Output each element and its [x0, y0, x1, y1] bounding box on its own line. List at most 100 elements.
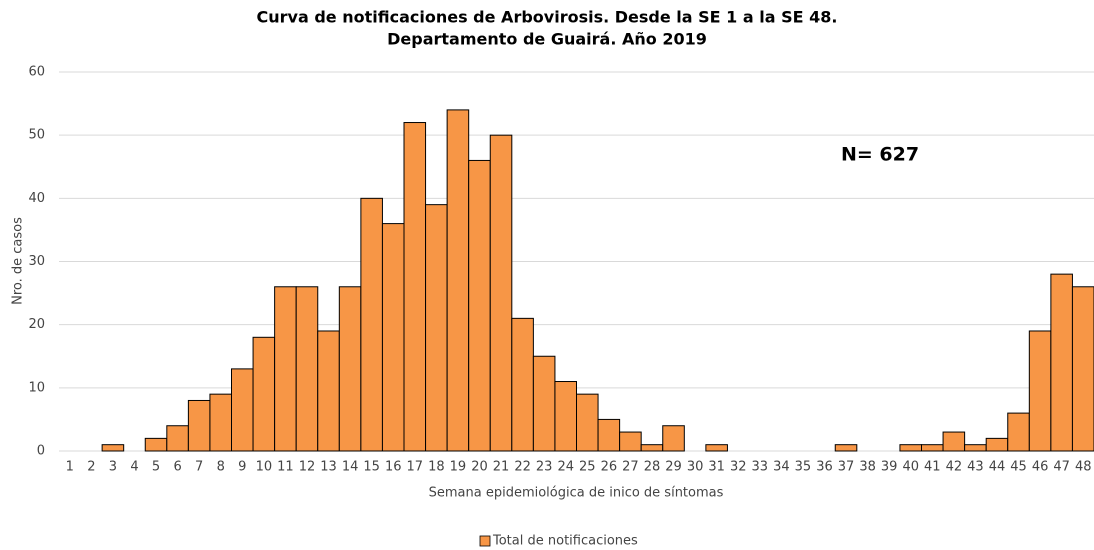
annotation: N= 627: [841, 144, 919, 166]
bar: [640, 444, 664, 452]
bar: [209, 393, 232, 452]
bar: [619, 431, 642, 452]
bar: [532, 355, 556, 452]
bar: [921, 444, 944, 452]
x-tick-label: 30: [687, 460, 704, 475]
x-tick-label: 26: [601, 460, 618, 475]
x-tick-label: 19: [450, 460, 467, 475]
x-tick-label: 5: [152, 460, 160, 475]
chart-title: Curva de notificaciones de Arbovirosis. …: [257, 8, 838, 27]
bar: [576, 393, 599, 452]
y-tick-label: 30: [28, 254, 45, 269]
x-tick-label: 16: [385, 460, 402, 475]
x-tick-label: 23: [536, 460, 553, 475]
bar: [295, 286, 319, 452]
x-tick-label: 45: [1010, 460, 1027, 475]
x-tick-label: 1: [66, 460, 74, 475]
bar: [554, 381, 577, 452]
x-tick-label: 18: [428, 460, 445, 475]
x-tick-label: 8: [217, 460, 225, 475]
x-tick-label: 22: [514, 460, 531, 475]
x-tick-label: 36: [816, 460, 833, 475]
x-tick-label: 9: [238, 460, 246, 475]
x-axis-label: Semana epidemiológica de inico de síntom…: [429, 486, 724, 501]
x-tick-label: 3: [109, 460, 117, 475]
bar: [705, 444, 728, 452]
x-tick-label: 34: [773, 460, 790, 475]
bar: [899, 444, 922, 452]
x-tick-label: 25: [579, 460, 596, 475]
x-tick-label: 46: [1032, 460, 1049, 475]
bar: [942, 431, 966, 452]
x-tick-label: 40: [902, 460, 919, 475]
y-tick-label: 10: [28, 380, 45, 395]
bar: [1071, 286, 1094, 452]
bar: [274, 286, 297, 452]
bar: [964, 444, 987, 452]
bar: [101, 444, 125, 452]
x-tick-label: 4: [130, 460, 138, 475]
x-tick-label: 12: [299, 460, 316, 475]
bar: [1050, 273, 1073, 452]
bar: [468, 159, 491, 452]
x-tick-label: 2: [87, 460, 95, 475]
bar: [425, 204, 448, 452]
x-tick-label: 15: [363, 460, 380, 475]
x-tick-label: 41: [924, 460, 941, 475]
bar: [597, 418, 621, 452]
bar: [252, 336, 276, 452]
y-tick-label: 40: [28, 191, 45, 206]
x-tick-label: 48: [1075, 460, 1092, 475]
bar: [317, 330, 340, 452]
y-tick-label: 20: [28, 317, 45, 332]
x-tick-label: 38: [859, 460, 876, 475]
x-tick-label: 35: [795, 460, 812, 475]
x-tick-label: 17: [407, 460, 424, 475]
x-tick-label: 29: [665, 460, 682, 475]
bar: [166, 425, 189, 452]
x-tick-label: 32: [730, 460, 747, 475]
y-axis-label: Nro. de casos: [11, 217, 26, 305]
x-tick-label: 39: [881, 460, 898, 475]
bar: [403, 122, 427, 452]
x-tick-label: 14: [342, 460, 359, 475]
legend-label: Total de notificaciones: [492, 534, 638, 549]
bar: [338, 286, 362, 452]
x-tick-label: 21: [493, 460, 510, 475]
bar: [985, 437, 1009, 452]
bar: [360, 197, 383, 452]
x-tick-label: 43: [967, 460, 984, 475]
bar: [662, 425, 685, 452]
bar: [231, 368, 254, 452]
x-tick-label: 7: [195, 460, 203, 475]
x-tick-label: 20: [471, 460, 488, 475]
x-tick-label: 13: [320, 460, 337, 475]
chart-subtitle: Departamento de Guairá. Año 2019: [387, 30, 707, 49]
bar: [187, 399, 211, 452]
bar: [834, 444, 858, 452]
x-tick-label: 42: [946, 460, 963, 475]
y-tick-label: 60: [28, 65, 45, 80]
bar: [446, 109, 470, 452]
x-tick-label: 33: [752, 460, 769, 475]
x-tick-label: 24: [557, 460, 574, 475]
x-tick-label: 31: [708, 460, 725, 475]
legend-swatch: [479, 535, 491, 547]
x-tick-label: 37: [838, 460, 855, 475]
x-tick-label: 6: [173, 460, 181, 475]
bar: [381, 223, 405, 452]
x-tick-label: 44: [989, 460, 1006, 475]
x-tick-label: 28: [644, 460, 661, 475]
y-tick-label: 0: [37, 444, 45, 459]
y-tick-label: 50: [28, 128, 45, 143]
bar: [511, 317, 534, 452]
x-tick-label: 10: [256, 460, 273, 475]
bar: [1028, 330, 1052, 452]
bar: [144, 437, 168, 452]
x-tick-label: 27: [622, 460, 639, 475]
x-tick-label: 11: [277, 460, 294, 475]
bar: [489, 134, 513, 452]
x-tick-label: 47: [1053, 460, 1070, 475]
bar: [1007, 412, 1030, 452]
